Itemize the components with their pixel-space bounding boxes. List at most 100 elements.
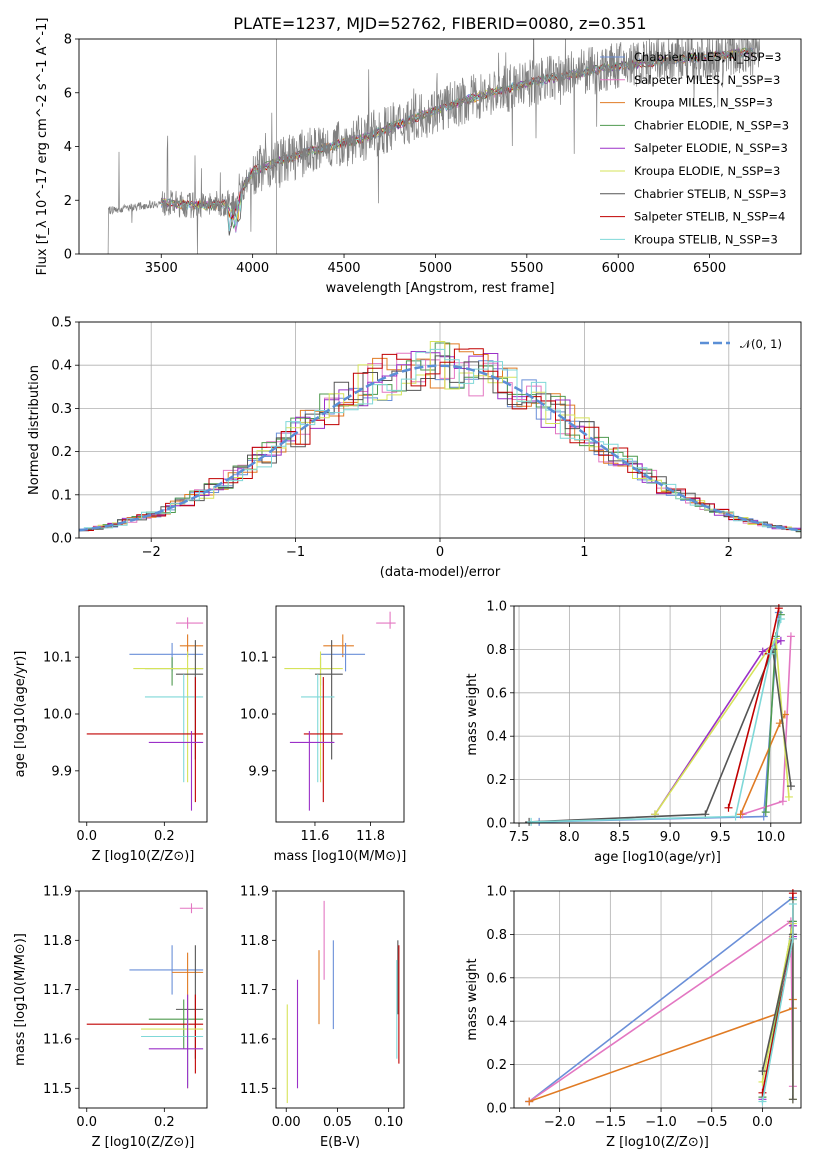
x-tick-label: −1.5 <box>595 1115 627 1130</box>
weight-point <box>758 1088 767 1097</box>
x-axis-label: mass [log10(M/M⊙)] <box>274 849 407 864</box>
weight-point <box>758 1067 767 1076</box>
y-tick-label: 9.9 <box>248 764 269 779</box>
axes-frame <box>78 890 208 1109</box>
y-tick-label: 0.6 <box>486 686 507 701</box>
x-tick-label: 4000 <box>236 261 269 276</box>
x-tick-label: 0 <box>436 545 444 560</box>
mass-metallicity-panel: 0.0 0.2 11.5 11.6 11.7 11.8 11.9 Z [log10(Z/Z⊙)… <box>13 885 208 1150</box>
x-tick-label: 0.0 <box>76 829 97 844</box>
y-tick-label: 0.3 <box>51 402 72 417</box>
y-tick-label: 11.9 <box>43 885 72 900</box>
weight-point <box>759 812 768 821</box>
weight-point <box>724 803 733 812</box>
x-tick-label: 8.0 <box>559 830 580 845</box>
axes-frame <box>78 38 802 255</box>
y-tick-label: 0.4 <box>486 1015 507 1030</box>
weight-point <box>758 647 767 656</box>
y-axis-label: mass weight <box>465 673 480 755</box>
axes-frame <box>275 605 405 823</box>
weight-line <box>528 896 794 1103</box>
weight-point <box>786 632 795 641</box>
y-tick-label: 0.1 <box>51 488 72 503</box>
legend-label: Salpeter MILES, N_SSP=3 <box>634 73 780 87</box>
x-tick-label: −0.5 <box>696 1115 728 1130</box>
y-axis-label: mass [log10(M/M⊙)] <box>13 933 28 1066</box>
y-tick-label: 4 <box>64 140 72 155</box>
axes-frame <box>513 890 802 1109</box>
x-tick-label: 7.5 <box>509 830 530 845</box>
x-axis-label: wavelength [Angstrom, rest frame] <box>326 281 555 296</box>
weight-point <box>736 810 745 819</box>
axes-frame <box>275 890 405 1109</box>
weight-point <box>788 934 797 943</box>
x-axis-label: Z [log10(Z/Z⊙)] <box>92 1135 195 1150</box>
mass-extinction-panel: 0.00 0.05 0.10 11.5 11.6 11.7 11.8 11.9 E(B-V) <box>240 885 405 1150</box>
axes-frame <box>78 321 802 539</box>
y-tick-label: 0.0 <box>51 532 72 547</box>
y-tick-label: 0.8 <box>486 643 507 658</box>
weight-point <box>758 1097 767 1106</box>
x-tick-label: 0.0 <box>76 1115 97 1130</box>
y-tick-label: 6 <box>64 86 72 101</box>
weight-point <box>788 889 797 898</box>
legend-label: Chabrier MILES, N_SSP=3 <box>634 50 781 64</box>
spectrum-panel: 3500 4000 4500 5000 5500 6000 6500 0 2 4 6 8 wavelen… <box>35 18 802 296</box>
weight-point <box>766 649 775 658</box>
weight-metallicity-panel: −2.0 −1.5 −1.0 −0.5 0.0 0.0 0.2 0.4 0.6 0.8 1.0 Z [… <box>465 885 802 1150</box>
legend-label: Chabrier STELIB, N_SSP=3 <box>634 187 786 201</box>
y-tick-label: 9.9 <box>51 764 72 779</box>
x-tick-label: 0.10 <box>374 1115 403 1130</box>
y-tick-label: 0.0 <box>486 1102 507 1117</box>
y-tick-label: 0.2 <box>51 445 72 460</box>
x-tick-label: 11.8 <box>356 829 385 844</box>
y-axis-label: Normed distribution <box>27 365 42 495</box>
x-tick-label: 6500 <box>693 261 726 276</box>
x-tick-label: 5000 <box>419 261 452 276</box>
y-tick-label: 2 <box>64 194 72 209</box>
y-tick-label: 11.9 <box>240 885 269 900</box>
x-axis-label: (data-model)/error <box>380 565 501 580</box>
legend-label: Salpeter STELIB, N_SSP=4 <box>634 210 785 224</box>
y-axis-label: Flux [f_λ 10^-17 erg cm^-2 s^-1 A^-1] <box>35 18 50 276</box>
weight-age-panel: 7.5 8.0 8.5 9.0 9.5 10.0 0.0 0.2 0.4 0.6 0.8 1.0 age… <box>465 600 802 865</box>
weight-point <box>731 812 740 821</box>
legend-label: 𝒩(0, 1) <box>740 337 782 351</box>
weight-point <box>774 604 783 613</box>
y-tick-label: 11.5 <box>240 1082 269 1097</box>
weight-point <box>784 792 793 801</box>
legend-label: Kroupa STELIB, N_SSP=3 <box>634 232 778 246</box>
x-tick-label: 0.00 <box>272 1115 301 1130</box>
weight-point <box>527 817 536 826</box>
weight-point <box>786 782 795 791</box>
weight-point <box>525 1097 534 1106</box>
y-axis-label: age [log10(age/yr)] <box>13 651 28 778</box>
normal-curve <box>78 364 802 532</box>
y-tick-label: 0.5 <box>51 316 72 331</box>
x-tick-label: 8.5 <box>609 830 630 845</box>
weight-line <box>529 646 792 823</box>
axes-frame <box>513 605 802 824</box>
age-mass-panel: 11.6 11.8 9.9 10.0 10.1 mass [log10(M/M⊙)] <box>240 605 407 864</box>
x-tick-label: 11.6 <box>300 829 329 844</box>
y-tick-label: 1.0 <box>486 600 507 615</box>
y-tick-label: 1.0 <box>486 885 507 900</box>
weight-point <box>778 797 787 806</box>
y-tick-label: 11.8 <box>43 934 72 949</box>
y-tick-label: 0.2 <box>486 773 507 788</box>
y-tick-label: 0.8 <box>486 928 507 943</box>
x-axis-label: Z [log10(Z/Z⊙)] <box>92 849 195 864</box>
legend-label: Salpeter ELODIE, N_SSP=3 <box>634 141 788 155</box>
x-tick-label: −2 <box>142 545 161 560</box>
x-tick-label: 0.05 <box>323 1115 352 1130</box>
axes-frame <box>78 605 208 823</box>
y-tick-label: 0.6 <box>486 971 507 986</box>
age-metallicity-panel: 0.0 0.2 9.9 10.0 10.1 Z [log10(Z/Z⊙)] age [log… <box>13 605 208 864</box>
y-axis-label: mass weight <box>465 958 480 1040</box>
x-tick-label: −1.0 <box>645 1115 677 1130</box>
x-tick-label: 1 <box>580 545 588 560</box>
weight-point <box>761 808 770 817</box>
y-tick-label: 0.4 <box>486 730 507 745</box>
x-tick-label: 4500 <box>327 261 360 276</box>
